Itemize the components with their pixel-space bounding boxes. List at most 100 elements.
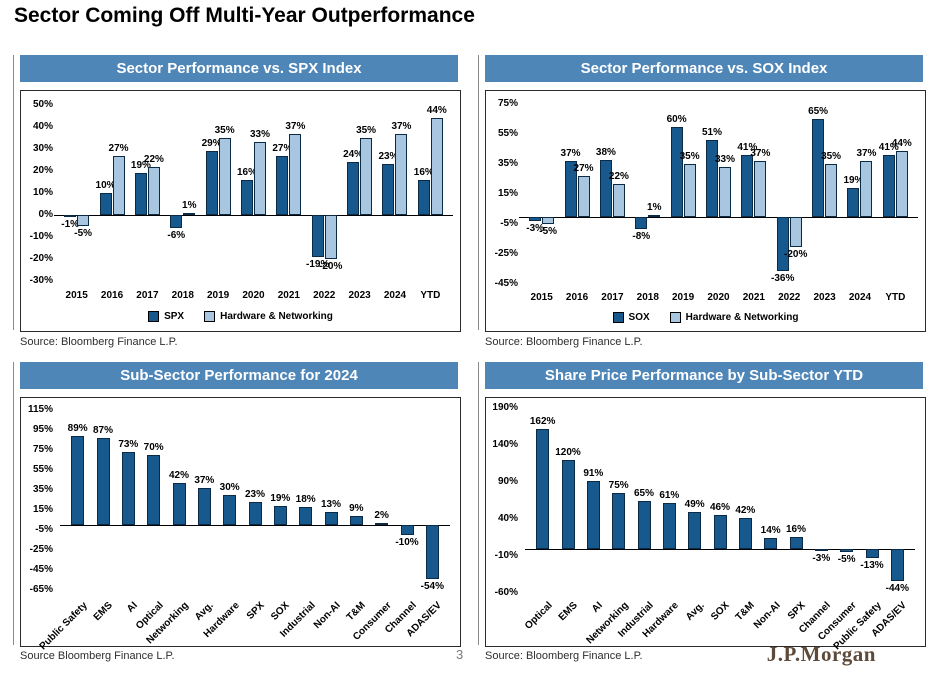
bar-value-label: 65% xyxy=(633,487,654,499)
bar xyxy=(662,503,676,549)
legend-label: SOX xyxy=(628,312,650,323)
legend-item: Hardware & Networking xyxy=(204,311,333,322)
chart-legend: SPX Hardware & Networking xyxy=(21,311,460,322)
legend-label: Hardware & Networking xyxy=(220,311,333,322)
bar-value-label: 33% xyxy=(249,129,270,141)
y-axis-tick: 115% xyxy=(27,404,53,415)
bar-value-label: -20% xyxy=(784,248,808,260)
bar xyxy=(529,216,542,221)
y-axis-tick: 50% xyxy=(32,99,53,110)
bar xyxy=(738,517,752,549)
bar-value-label: 29% xyxy=(201,138,222,150)
bar-value-label: 87% xyxy=(92,425,113,436)
bar xyxy=(375,523,389,525)
bar xyxy=(612,183,625,217)
bar-value-label: 37% xyxy=(194,475,215,486)
y-axis-tick: -60% xyxy=(494,587,518,598)
chart-header-spx: Sector Performance vs. SPX Index xyxy=(20,55,458,82)
bar xyxy=(197,488,211,525)
chart-legend: SOX Hardware & Networking xyxy=(486,312,925,323)
bar-value-label: 23% xyxy=(244,489,265,500)
chart-sox-canvas: 75% 55% 35% 15% -5% -25% -45% -3% -5% 2015 37% 27% 2… xyxy=(485,90,926,332)
bar xyxy=(713,514,727,549)
accent-line xyxy=(13,362,14,645)
x-axis-label: 2015 xyxy=(530,292,553,303)
x-axis-label: 2023 xyxy=(813,292,836,303)
y-axis-tick: -5% xyxy=(35,524,53,535)
y-axis-tick: -30% xyxy=(29,275,53,286)
y-axis-tick: 20% xyxy=(32,165,53,176)
x-axis-label: 2024 xyxy=(848,292,872,303)
bar-value-label: -5% xyxy=(837,554,856,566)
bar-value-label: 44% xyxy=(891,137,912,149)
legend-label: Hardware & Networking xyxy=(685,312,799,323)
x-axis-label: 2022 xyxy=(313,290,336,301)
x-axis-label: 2022 xyxy=(778,292,801,303)
bar xyxy=(324,512,338,525)
bar xyxy=(561,459,575,549)
bar xyxy=(276,155,289,215)
bar-value-label: 1% xyxy=(182,199,197,211)
y-axis-tick: -25% xyxy=(494,248,518,259)
bar xyxy=(812,119,825,217)
bar-value-label: 60% xyxy=(666,113,687,125)
bar xyxy=(273,506,287,525)
y-axis-tick: -20% xyxy=(29,253,53,264)
bar xyxy=(417,179,430,215)
bar-value-label: -3% xyxy=(526,223,545,234)
bar-value-label: 70% xyxy=(143,442,164,453)
bar xyxy=(754,161,767,217)
legend-item: Hardware & Networking xyxy=(669,312,799,323)
chart-subsector-ytd-canvas: 190% 140% 90% 40% -10% -60% 162% Optical 120% EMS… xyxy=(485,397,926,652)
bar-value-label: 37% xyxy=(856,148,877,159)
y-axis-tick: 0% xyxy=(38,209,53,220)
y-axis-tick: 75% xyxy=(32,444,53,455)
bar xyxy=(254,142,266,215)
chart-subsector-2024-canvas: 115% 95% 75% 55% 35% 15% -5% -25% -45% -65% 89% Pub… xyxy=(20,397,461,652)
bar-value-label: 35% xyxy=(821,151,842,162)
x-axis-label: 2024 xyxy=(383,290,407,301)
y-axis-tick: 40% xyxy=(497,513,518,524)
zero-axis-line xyxy=(519,216,918,218)
y-axis-tick: 15% xyxy=(32,504,53,515)
y-axis-tick: 30% xyxy=(32,143,53,154)
page-number: 3 xyxy=(456,647,464,662)
bar xyxy=(382,164,395,215)
bar xyxy=(96,438,110,525)
bar-value-label: -3% xyxy=(812,552,831,564)
x-axis-label: 2020 xyxy=(707,292,730,303)
bar xyxy=(895,150,908,217)
bar-value-label: 37% xyxy=(285,120,306,132)
bar xyxy=(648,215,661,217)
bar xyxy=(637,500,651,549)
bar xyxy=(789,536,803,549)
bar xyxy=(147,166,160,215)
legend-label: SPX xyxy=(164,311,185,322)
bar-value-label: 19% xyxy=(843,175,864,186)
y-axis-tick: 55% xyxy=(32,464,53,475)
bar-value-label: 46% xyxy=(709,501,730,513)
y-axis-tick: -10% xyxy=(29,231,53,242)
chart-header-subsector-2024: Sub-Sector Performance for 2024 xyxy=(20,362,458,389)
y-axis-tick: 55% xyxy=(497,128,518,139)
bar xyxy=(71,436,85,525)
bar-value-label: 1% xyxy=(647,202,662,213)
bar xyxy=(688,512,702,549)
bar-value-label: 75% xyxy=(608,480,629,492)
bar xyxy=(170,215,183,229)
bar-value-label: 37% xyxy=(391,120,412,132)
bar xyxy=(289,133,302,215)
bar xyxy=(577,176,590,217)
legend-swatch xyxy=(669,312,681,323)
bar-value-label: -19% xyxy=(306,258,330,270)
bar-value-label: 16% xyxy=(785,523,806,535)
y-axis-tick: -5% xyxy=(500,218,518,229)
bar-value-label: -8% xyxy=(632,230,651,242)
y-axis-tick: 10% xyxy=(32,187,53,198)
legend-item: SOX xyxy=(612,312,650,323)
bar xyxy=(205,151,218,215)
source-note-subsector-2024: Source Bloomberg Finance L.P. xyxy=(20,650,175,662)
bar-value-label: 27% xyxy=(272,142,293,154)
bar-value-label: 24% xyxy=(343,149,364,161)
